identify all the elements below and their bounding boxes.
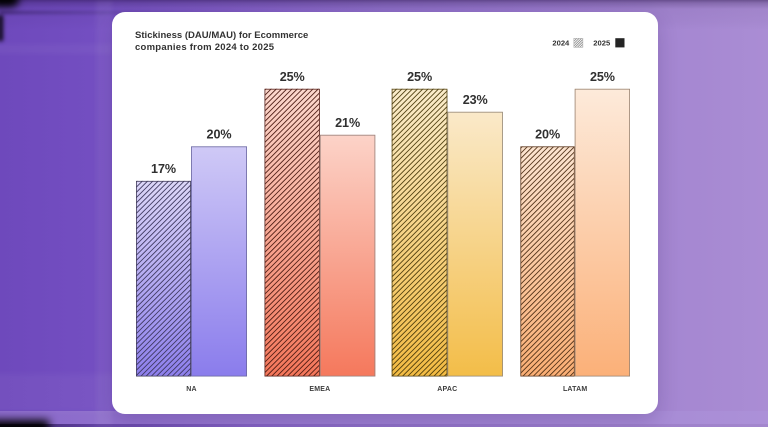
svg-text:20%: 20% <box>206 128 231 142</box>
svg-text:25%: 25% <box>407 70 432 84</box>
svg-text:21%: 21% <box>335 116 360 130</box>
svg-text:20%: 20% <box>535 128 560 142</box>
svg-text:25%: 25% <box>589 70 614 84</box>
svg-text:NA: NA <box>186 386 197 393</box>
svg-text:17%: 17% <box>151 162 176 176</box>
svg-text:23%: 23% <box>462 93 487 107</box>
svg-text:LATAM: LATAM <box>562 386 586 393</box>
svg-text:2025: 2025 <box>593 39 611 48</box>
svg-text:EMEA: EMEA <box>309 386 330 393</box>
svg-text:25%: 25% <box>279 70 304 84</box>
svg-text:APAC: APAC <box>437 386 457 393</box>
svg-text:2024: 2024 <box>552 39 570 48</box>
